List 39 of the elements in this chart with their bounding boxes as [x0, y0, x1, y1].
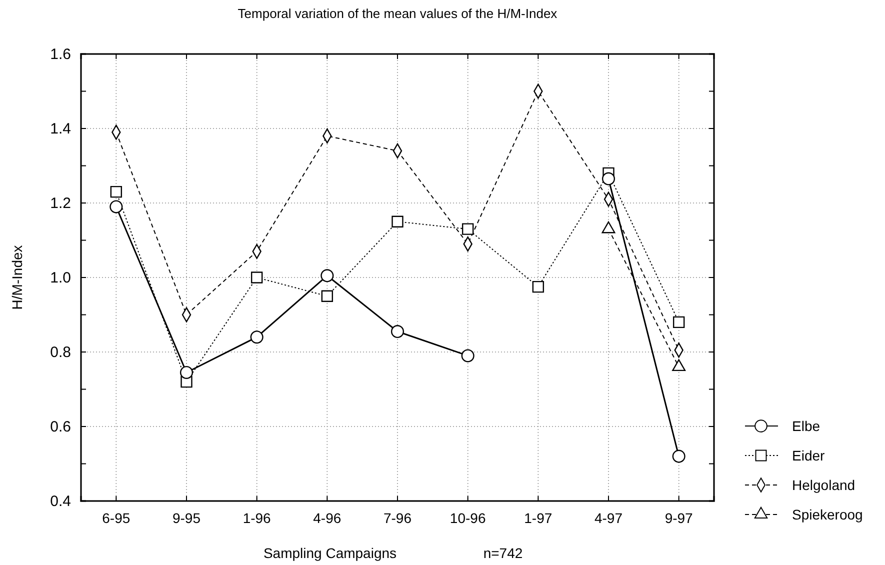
x-tick-label: 7-96	[383, 510, 412, 526]
point	[110, 186, 122, 198]
y-tick-label: 0.8	[50, 344, 71, 361]
legend-label: Spiekeroog	[792, 506, 863, 522]
x-tick-label: 9-97	[664, 510, 694, 526]
x-tick-label: 4-96	[313, 510, 342, 526]
point	[321, 290, 334, 302]
y-tick-label: 1.4	[50, 120, 71, 138]
x-tick-label: 4-97	[594, 510, 623, 526]
y-tick-label: 0.6	[50, 418, 71, 436]
point	[602, 172, 616, 186]
point	[320, 269, 334, 282]
x-tick-label: 10-96	[450, 510, 486, 526]
point	[461, 349, 474, 362]
y-tick-label: 1.2	[50, 194, 71, 212]
point	[532, 280, 544, 293]
point	[672, 316, 685, 328]
x-axis-title: Sampling Campaigns	[263, 545, 397, 561]
y-tick-label: 1.6	[50, 46, 71, 63]
y-tick-label: 1.0	[50, 269, 71, 286]
legend-label: Elbe	[792, 418, 820, 434]
point	[180, 366, 194, 379]
chart-title: Temporal variation of the mean values of the H/M-Index	[238, 6, 558, 21]
point	[390, 325, 404, 338]
text: n=742	[483, 545, 523, 561]
point	[672, 450, 686, 463]
legend-label: Helgoland	[792, 477, 856, 493]
point	[110, 200, 123, 214]
point	[392, 216, 404, 228]
point	[462, 223, 474, 235]
y-tick-label: 0.4	[50, 492, 71, 510]
y-axis-title: H/M-Index	[9, 245, 25, 310]
point	[250, 330, 264, 344]
x-tick-label: 1-96	[242, 510, 272, 526]
legend-label: Eider	[792, 448, 826, 464]
x-tick-label: 1-97	[524, 510, 552, 526]
x-tick-label: 9-95	[172, 510, 201, 526]
point	[250, 272, 263, 284]
x-tick-label: 6-95	[102, 510, 130, 526]
